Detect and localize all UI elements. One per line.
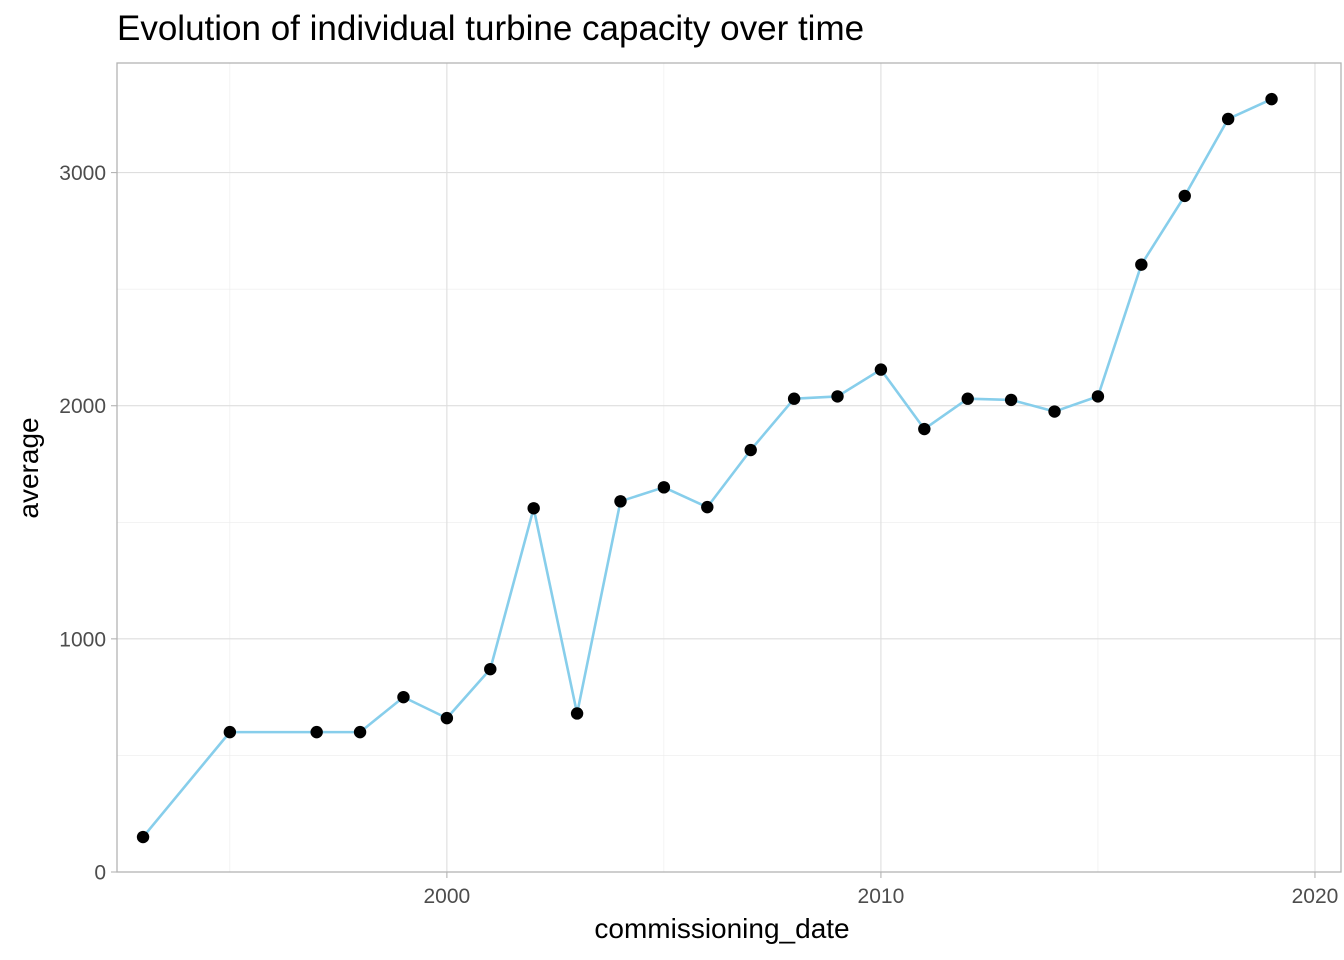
data-point — [744, 443, 757, 457]
y-axis-title: average — [13, 417, 44, 518]
x-tick-label: 2010 — [858, 885, 905, 908]
plot-panel-border — [116, 62, 1342, 873]
data-point — [701, 500, 714, 514]
data-point — [1004, 393, 1018, 407]
data-point — [570, 707, 584, 720]
chart-title: Evolution of individual turbine capacity… — [117, 9, 864, 48]
y-tick-label: 1000 — [59, 628, 106, 651]
data-point — [918, 422, 931, 436]
grid-layer — [117, 63, 1341, 873]
data-point — [527, 502, 540, 515]
data-point — [353, 725, 367, 739]
data-point — [310, 725, 323, 739]
data-point — [1091, 390, 1105, 403]
x-tick-label: 2000 — [424, 885, 471, 908]
data-point — [440, 711, 454, 725]
data-point — [657, 481, 671, 494]
x-axis-title: commissioning_date — [594, 913, 849, 944]
data-point — [1048, 405, 1061, 418]
data-point — [787, 392, 801, 405]
data-point — [397, 690, 410, 704]
data-point — [484, 662, 497, 676]
axis-layer: 2000 2010 2020 0 1000 2000 3000 — [59, 162, 1338, 908]
x-tick-label: 2020 — [1292, 885, 1339, 908]
data-point — [136, 830, 150, 844]
data-point — [614, 495, 627, 508]
series-line — [141, 97, 1273, 839]
data-point — [1135, 258, 1148, 271]
series-layer — [136, 92, 1278, 844]
y-tick-label: 3000 — [59, 162, 106, 185]
data-point — [223, 725, 237, 739]
y-tick-label: 0 — [94, 862, 106, 885]
data-point — [831, 390, 844, 403]
data-point — [1221, 112, 1235, 126]
y-tick-label: 2000 — [59, 395, 106, 418]
data-point — [1265, 92, 1278, 106]
data-point — [874, 363, 888, 376]
data-point — [1178, 189, 1191, 203]
data-point — [961, 392, 974, 405]
